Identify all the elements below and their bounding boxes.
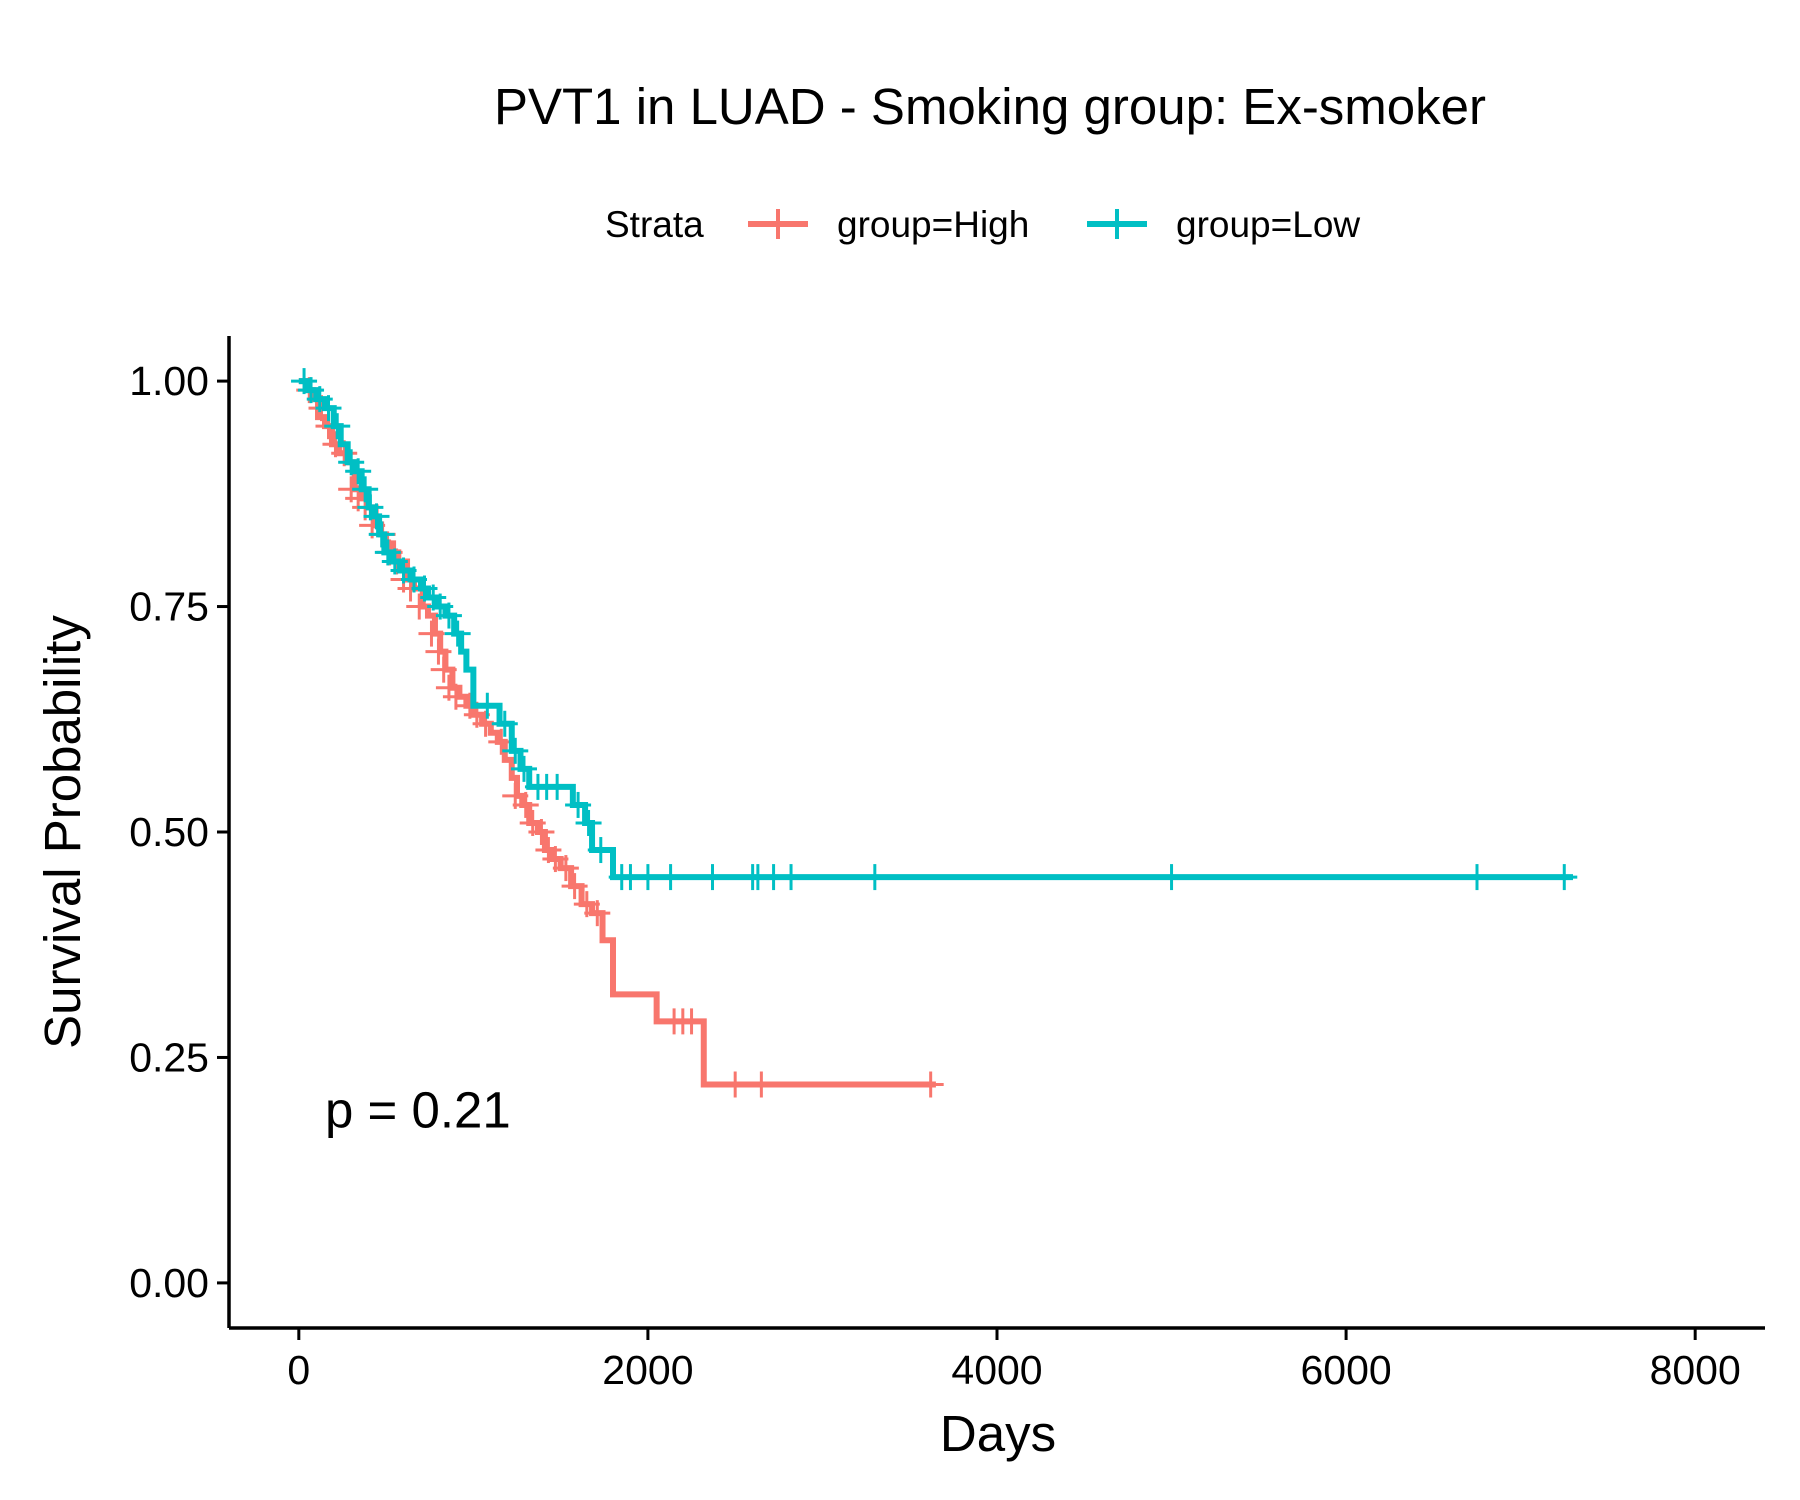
x-tick-label: 0 bbox=[287, 1347, 310, 1393]
legend-title: Strata bbox=[605, 204, 704, 245]
y-ticks: 0.00 0.25 0.50 0.75 1.00 bbox=[129, 358, 229, 1306]
p-value-annotation: p = 0.21 bbox=[325, 1082, 511, 1139]
x-tick-label: 6000 bbox=[1300, 1347, 1391, 1393]
y-tick-label: 1.00 bbox=[129, 358, 209, 404]
legend-item-low: group=Low bbox=[1087, 204, 1360, 245]
survival-curve-low bbox=[298, 378, 1573, 881]
x-tick-label: 4000 bbox=[951, 1347, 1042, 1393]
y-tick-label: 0.75 bbox=[129, 584, 209, 630]
legend-item-high: group=High bbox=[748, 204, 1029, 245]
y-axis-title: Survival Probability bbox=[34, 615, 91, 1049]
legend-label-high: group=High bbox=[837, 204, 1029, 245]
chart-title: PVT1 in LUAD - Smoking group: Ex-smoker bbox=[494, 78, 1486, 135]
x-axis-title: Days bbox=[940, 1405, 1056, 1462]
y-tick-label: 0.50 bbox=[129, 809, 209, 855]
y-tick-label: 0.00 bbox=[129, 1260, 209, 1306]
axes: 0.00 0.25 0.50 0.75 1.00 0 2000 4000 6000 8000 bbox=[129, 336, 1765, 1393]
x-tick-label: 2000 bbox=[602, 1347, 693, 1393]
survival-curve-high bbox=[298, 378, 936, 1088]
y-tick-label: 0.25 bbox=[129, 1034, 209, 1080]
plot-area bbox=[291, 368, 1578, 1098]
legend: Strata group=High group=Low bbox=[605, 204, 1360, 245]
x-ticks: 0 2000 4000 6000 8000 bbox=[287, 1328, 1741, 1393]
x-tick-label: 8000 bbox=[1650, 1347, 1741, 1393]
legend-label-low: group=Low bbox=[1176, 204, 1360, 245]
